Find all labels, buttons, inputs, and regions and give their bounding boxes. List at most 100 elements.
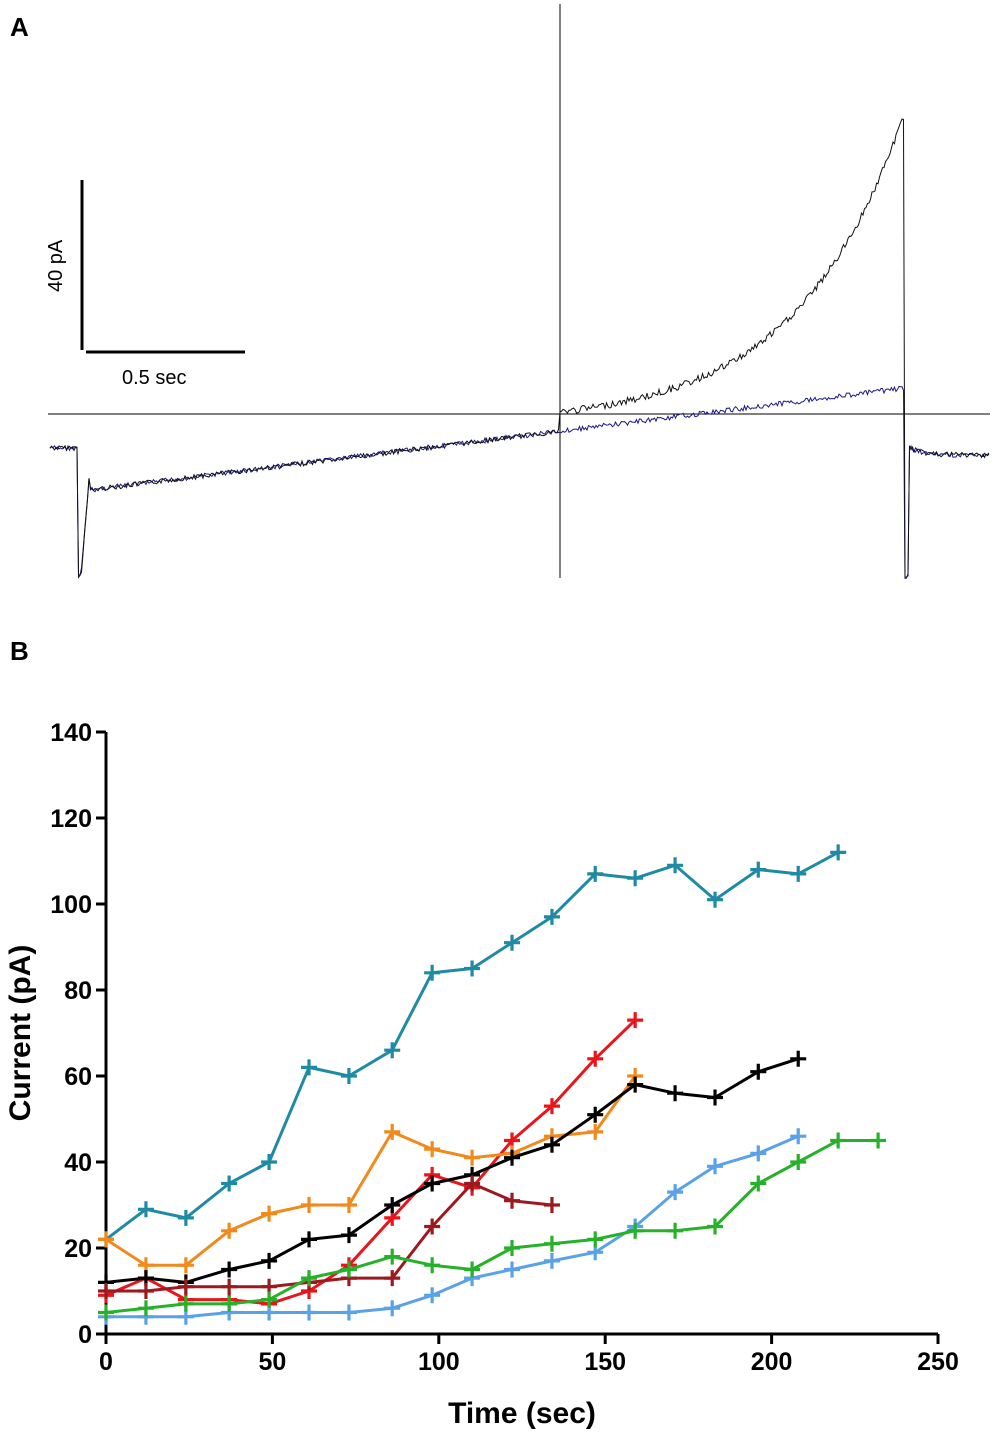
- data-point-marker: [221, 1261, 238, 1278]
- data-point-marker: [667, 857, 684, 874]
- data-point-marker: [301, 1231, 318, 1248]
- x-tick-label: 150: [584, 1348, 626, 1376]
- data-point-marker: [424, 964, 441, 981]
- x-tick-label: 50: [258, 1348, 286, 1376]
- data-point-marker: [627, 1012, 644, 1029]
- data-point-marker: [340, 1227, 357, 1244]
- data-point-marker: [707, 1158, 724, 1175]
- data-point-marker: [707, 1218, 724, 1235]
- y-tick-label: 100: [50, 891, 92, 919]
- data-point-marker: [340, 1304, 357, 1321]
- data-point-marker: [384, 1248, 401, 1265]
- y-axis-ticks: 0 20 40 60 80 100 120 140: [50, 719, 106, 1349]
- data-point-marker: [750, 1063, 767, 1080]
- data-point-marker: [384, 1300, 401, 1317]
- x-axis-ticks: 0 50 100 150 200 250: [99, 1334, 959, 1376]
- data-point-marker: [340, 1068, 357, 1084]
- data-point-marker: [707, 891, 724, 908]
- data-point-marker: [424, 1218, 441, 1235]
- data-point-marker: [137, 1201, 154, 1218]
- series-red: [98, 1012, 644, 1312]
- data-point-marker: [790, 865, 807, 882]
- data-point-marker: [137, 1300, 154, 1317]
- data-point-marker: [98, 1231, 114, 1248]
- data-point-marker: [707, 1089, 724, 1106]
- data-point-marker: [464, 1149, 481, 1166]
- series-light-blue: [98, 1128, 807, 1325]
- data-point-marker: [424, 1287, 441, 1304]
- data-point-marker: [543, 1098, 560, 1115]
- data-point-marker: [340, 1261, 357, 1278]
- data-point-marker: [627, 870, 644, 887]
- data-point-marker: [504, 1261, 521, 1278]
- data-point-marker: [384, 1042, 401, 1059]
- series-dark-red: [98, 1175, 560, 1299]
- data-point-marker: [221, 1175, 238, 1192]
- data-point-marker: [790, 1050, 807, 1067]
- data-point-marker: [177, 1278, 194, 1295]
- data-point-marker: [221, 1222, 238, 1239]
- y-axis-title: Current (pA): [4, 945, 37, 1122]
- data-point-marker: [627, 1222, 644, 1239]
- data-point-marker: [587, 1050, 604, 1067]
- data-point-marker: [301, 1270, 318, 1287]
- data-point-marker: [667, 1222, 684, 1239]
- x-tick-label: 200: [751, 1348, 793, 1376]
- scale-bar-current-label: 40 pA: [45, 239, 67, 292]
- data-point-marker: [221, 1295, 238, 1312]
- data-point-marker: [261, 1154, 278, 1170]
- data-point-marker: [301, 1059, 318, 1076]
- data-point-marker: [384, 1123, 401, 1140]
- data-point-marker: [384, 1197, 401, 1213]
- data-point-marker: [667, 1085, 684, 1102]
- data-point-marker: [543, 1136, 560, 1153]
- data-point-marker: [98, 1304, 114, 1321]
- data-point-marker: [177, 1209, 194, 1226]
- data-point-marker: [790, 1154, 807, 1170]
- data-point-marker: [221, 1278, 238, 1295]
- series-line: [105, 1075, 637, 1267]
- data-point-marker: [424, 1175, 441, 1192]
- data-point-marker: [504, 1240, 521, 1256]
- data-point-marker: [464, 960, 481, 977]
- data-point-marker: [464, 1175, 481, 1192]
- current-vs-time-chart: 0 20 40 60 80 100 120 140 0 50 100 150 200 250 Curre…: [4, 719, 959, 1430]
- data-point-marker: [587, 1106, 604, 1123]
- x-tick-label: 0: [99, 1348, 113, 1376]
- data-point-marker: [137, 1283, 154, 1299]
- data-point-marker: [340, 1197, 357, 1213]
- data-point-marker: [504, 934, 521, 951]
- data-point-marker: [504, 1149, 521, 1166]
- y-tick-label: 120: [50, 805, 92, 833]
- data-point-marker: [301, 1197, 318, 1213]
- y-tick-label: 60: [64, 1063, 92, 1091]
- data-point-marker: [177, 1295, 194, 1312]
- data-point-marker: [627, 1076, 644, 1093]
- data-point-marker: [464, 1261, 481, 1278]
- data-point-marker: [543, 908, 560, 925]
- data-point-marker: [384, 1270, 401, 1287]
- current-trace-black: [49, 118, 990, 579]
- data-point-marker: [504, 1192, 521, 1209]
- y-tick-label: 0: [78, 1321, 92, 1349]
- y-tick-label: 80: [64, 977, 92, 1005]
- y-tick-label: 140: [50, 719, 92, 747]
- data-point-marker: [98, 1283, 114, 1299]
- data-point-marker: [424, 1257, 441, 1274]
- x-tick-label: 250: [917, 1348, 959, 1376]
- data-point-marker: [587, 1123, 604, 1140]
- data-point-marker: [543, 1252, 560, 1269]
- data-point-marker: [587, 1231, 604, 1248]
- data-point-marker: [261, 1252, 278, 1269]
- data-point-marker: [667, 1184, 684, 1201]
- series-line: [106, 1134, 799, 1319]
- data-point-marker: [750, 1175, 767, 1192]
- data-point-marker: [261, 1291, 278, 1308]
- series-line: [105, 1057, 799, 1284]
- data-point-marker: [587, 865, 604, 882]
- y-tick-label: 20: [64, 1235, 92, 1263]
- data-point-marker: [301, 1304, 318, 1321]
- data-point-marker: [543, 1197, 560, 1213]
- data-point-marker: [790, 1128, 807, 1145]
- data-point-marker: [261, 1205, 278, 1222]
